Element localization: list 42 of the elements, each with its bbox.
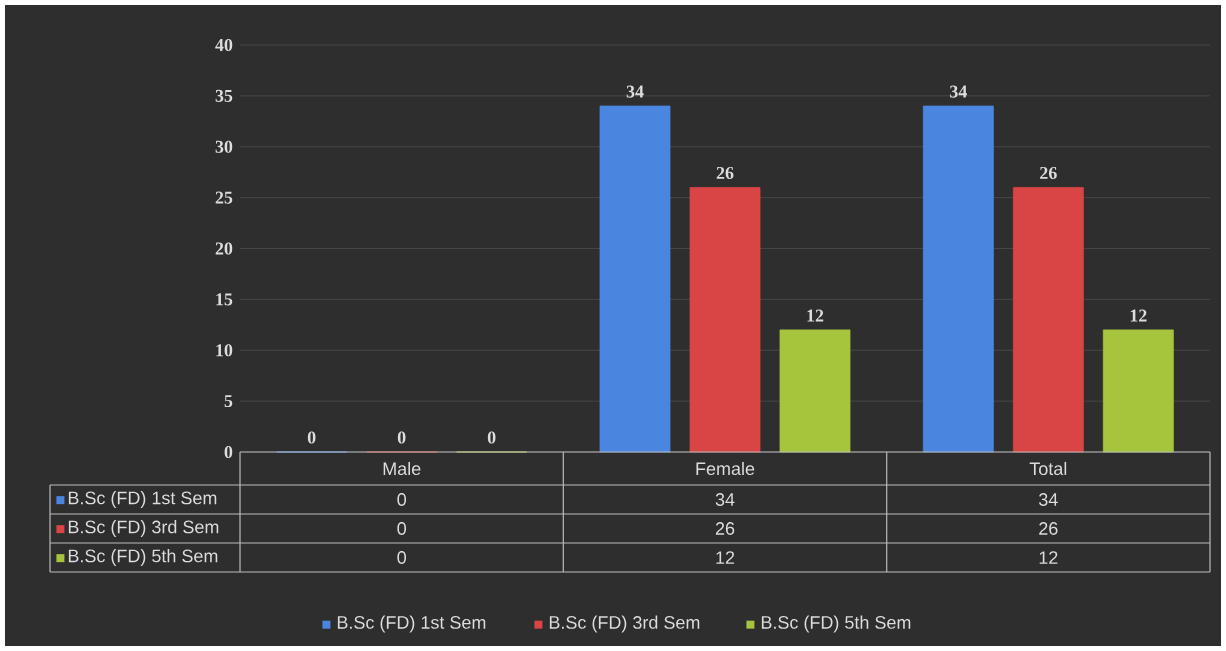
text: 26 (1040, 166, 1057, 180)
text: 0 (307, 431, 316, 444)
y-tick-label: 20 (215, 242, 233, 255)
data-label: 26 (1039, 522, 1058, 535)
text: 0 (487, 431, 496, 444)
data-label: 0 (397, 551, 407, 564)
bar (599, 105, 671, 453)
bar (1102, 329, 1174, 453)
text: 34 (950, 85, 967, 98)
data-label: 12 (716, 551, 735, 564)
data-label: 34 (715, 493, 735, 506)
text: 26 (716, 166, 734, 180)
y-tick-label: 30 (215, 140, 233, 153)
data-label: 0 (397, 522, 407, 535)
legend-label: B.Sc (FD) 5th Sem (761, 615, 911, 633)
data-label: 26 (715, 522, 735, 535)
y-tick-label: 15 (216, 293, 233, 306)
text: 34 (626, 85, 644, 98)
y-tick-label: 10 (216, 344, 233, 357)
text: B.Sc (FD) 1st Sem (337, 615, 486, 633)
x-tick-label: Male (383, 461, 421, 476)
x-tick-label: Total (1029, 461, 1067, 476)
bar (779, 329, 851, 453)
y-tick-label: 35 (215, 89, 233, 102)
text: 12 (1130, 309, 1147, 322)
data-label: 12 (1039, 551, 1058, 564)
y-tick-label: 40 (215, 38, 233, 52)
text: 0 (397, 431, 406, 444)
text: B.Sc (FD) 5th Sem (68, 549, 218, 566)
y-tick-label: 0 (224, 445, 233, 459)
bar (689, 187, 761, 453)
y-tick-label: 5 (224, 395, 233, 408)
text: 12 (807, 309, 824, 322)
y-tick-label: 25 (215, 191, 233, 204)
text: B.Sc (FD) 3rd Sem (549, 615, 700, 633)
legend-label: B.Sc (FD) 3rd Sem (68, 520, 219, 537)
data-label: 34 (1038, 493, 1058, 506)
legend-label: B.Sc (FD) 1st Sem (68, 491, 217, 508)
x-tick-label: Female (696, 461, 755, 476)
data-label: 0 (397, 493, 407, 506)
bar (1012, 187, 1084, 453)
bar (922, 105, 994, 453)
